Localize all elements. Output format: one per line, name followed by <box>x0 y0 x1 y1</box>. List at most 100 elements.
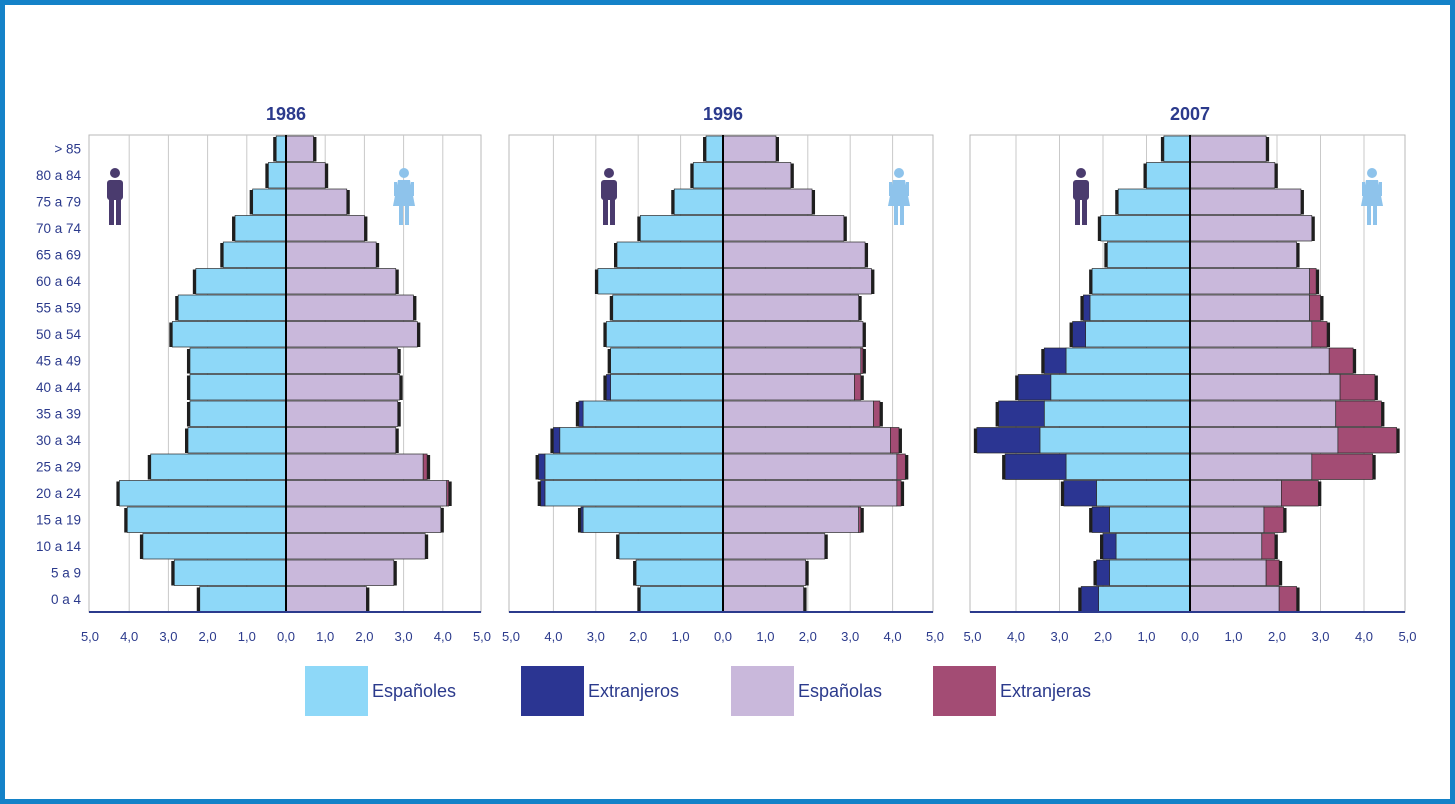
bar-shadow <box>186 375 190 400</box>
bar-españoles-14 <box>1109 506 1191 533</box>
bar-shadow <box>1381 402 1385 427</box>
x-tick-label: 4,0 <box>434 629 452 644</box>
bar-shadow <box>690 163 694 188</box>
bar-shadow <box>1089 508 1093 533</box>
female-person-icon <box>888 168 910 225</box>
bar-shadow <box>186 349 190 374</box>
bar-españoles-16 <box>635 559 724 586</box>
bar-extranjeros-9 <box>606 374 611 401</box>
bar-españoles-12 <box>150 453 287 480</box>
bar-shadow <box>703 137 707 162</box>
x-tick-label: 3,0 <box>1311 629 1329 644</box>
bar-españolas-0 <box>1189 135 1267 162</box>
bar-españolas-7 <box>1189 321 1313 348</box>
bar-españoles-1 <box>268 162 287 189</box>
bar-shadow <box>898 428 902 453</box>
bar-shadow <box>395 428 399 453</box>
bar-shadow <box>139 534 143 559</box>
bar-españolas-15 <box>285 533 426 560</box>
x-tick-label: 2,0 <box>1094 629 1112 644</box>
y-category-label: 0 a 4 <box>51 592 82 607</box>
bar-shadow <box>1089 269 1093 294</box>
bar-españoles-16 <box>173 559 287 586</box>
y-category-label: 35 a 39 <box>36 406 81 421</box>
bar-españoles-17 <box>199 586 287 613</box>
bar-shadow <box>1015 375 1019 400</box>
bar-shadow <box>273 137 277 162</box>
bar-españolas-14 <box>285 506 442 533</box>
chart-title: 1986 <box>266 104 306 124</box>
bar-españoles-9 <box>1050 374 1191 401</box>
bar-shadow <box>614 243 617 268</box>
bar-españolas-8 <box>285 347 399 374</box>
bar-españoles-16 <box>1109 559 1191 586</box>
bar-extranjeras-17 <box>1278 586 1297 613</box>
bar-shadow <box>417 322 421 347</box>
pyramid-1986: 1986 5,0 4,0 3,0 2,0 1,0 0,0 1,0 2,0 3,0 4,0 5,0 > 8… <box>36 104 491 644</box>
bar-españoles-3 <box>234 215 287 242</box>
bar-españoles-17 <box>1098 586 1191 613</box>
chart-title: 1996 <box>703 104 743 124</box>
bar-shadow <box>1080 296 1084 321</box>
y-category-label: 80 a 84 <box>36 168 82 183</box>
legend-swatch <box>521 666 584 716</box>
bar-shadow <box>1353 349 1357 374</box>
bar-extranjeros-7 <box>1072 321 1086 348</box>
legend: Españoles Extranjeros Españolas Extranjeras <box>305 666 1091 716</box>
bar-españolas-8 <box>1189 347 1330 374</box>
bar-extranjeras-13 <box>1280 480 1319 507</box>
bar-shadow <box>1078 587 1082 612</box>
bar-shadow <box>537 481 541 506</box>
bar-shadow <box>196 587 200 612</box>
x-tick-label: 3,0 <box>395 629 413 644</box>
bar-shadow <box>1093 561 1097 586</box>
bar-españoles-8 <box>189 347 287 374</box>
bar-españoles-6 <box>612 294 724 321</box>
bar-shadow <box>812 190 816 215</box>
x-tick-label: 2,0 <box>355 629 373 644</box>
bar-españoles-0 <box>275 135 287 162</box>
bar-shadow <box>1266 137 1270 162</box>
bar-shadow <box>776 137 779 162</box>
bar-españoles-14 <box>126 506 287 533</box>
bar-shadow <box>858 296 862 321</box>
bar-shadow <box>1311 216 1315 241</box>
bar-españoles-4 <box>222 241 287 268</box>
x-tick-label: 5,0 <box>963 629 981 644</box>
bar-shadow <box>376 243 380 268</box>
bar-españoles-5 <box>1091 268 1191 295</box>
bar-shadow <box>575 402 579 427</box>
bar-españoles-17 <box>639 586 724 613</box>
bar-españoles-4 <box>616 241 724 268</box>
bar-españoles-15 <box>618 533 724 560</box>
bar-extranjeros-12 <box>538 453 546 480</box>
bar-españoles-6 <box>177 294 287 321</box>
y-category-label: 15 a 19 <box>36 512 81 527</box>
bar-extranjeras-13 <box>446 480 450 507</box>
bar-shadow <box>609 296 613 321</box>
male-person-icon <box>107 168 123 225</box>
bar-shadow <box>879 402 883 427</box>
bar-españolas-10 <box>722 400 874 427</box>
bar-extranjeras-16 <box>1265 559 1280 586</box>
bar-shadow <box>1100 534 1103 559</box>
bar-españolas-3 <box>285 215 365 242</box>
bar-españolas-9 <box>285 374 401 401</box>
bar-extranjeras-15 <box>1261 533 1276 560</box>
bar-españoles-7 <box>1085 321 1191 348</box>
bar-shadow <box>1296 587 1300 612</box>
x-tick-label: 1,0 <box>238 629 256 644</box>
y-category-label: 75 a 79 <box>36 194 81 209</box>
bar-shadow <box>860 508 864 533</box>
x-tick-label: 4,0 <box>1007 629 1025 644</box>
bar-españolas-0 <box>285 135 314 162</box>
bar-españolas-16 <box>1189 559 1267 586</box>
bar-españolas-12 <box>285 453 424 480</box>
bar-extranjeros-13 <box>540 480 546 507</box>
bar-shadow <box>393 561 397 586</box>
bar-shadow <box>995 402 999 427</box>
y-category-label: 70 a 74 <box>36 221 82 236</box>
bar-españoles-13 <box>544 480 724 507</box>
bar-españolas-17 <box>285 586 367 613</box>
bar-españoles-11 <box>187 427 287 454</box>
